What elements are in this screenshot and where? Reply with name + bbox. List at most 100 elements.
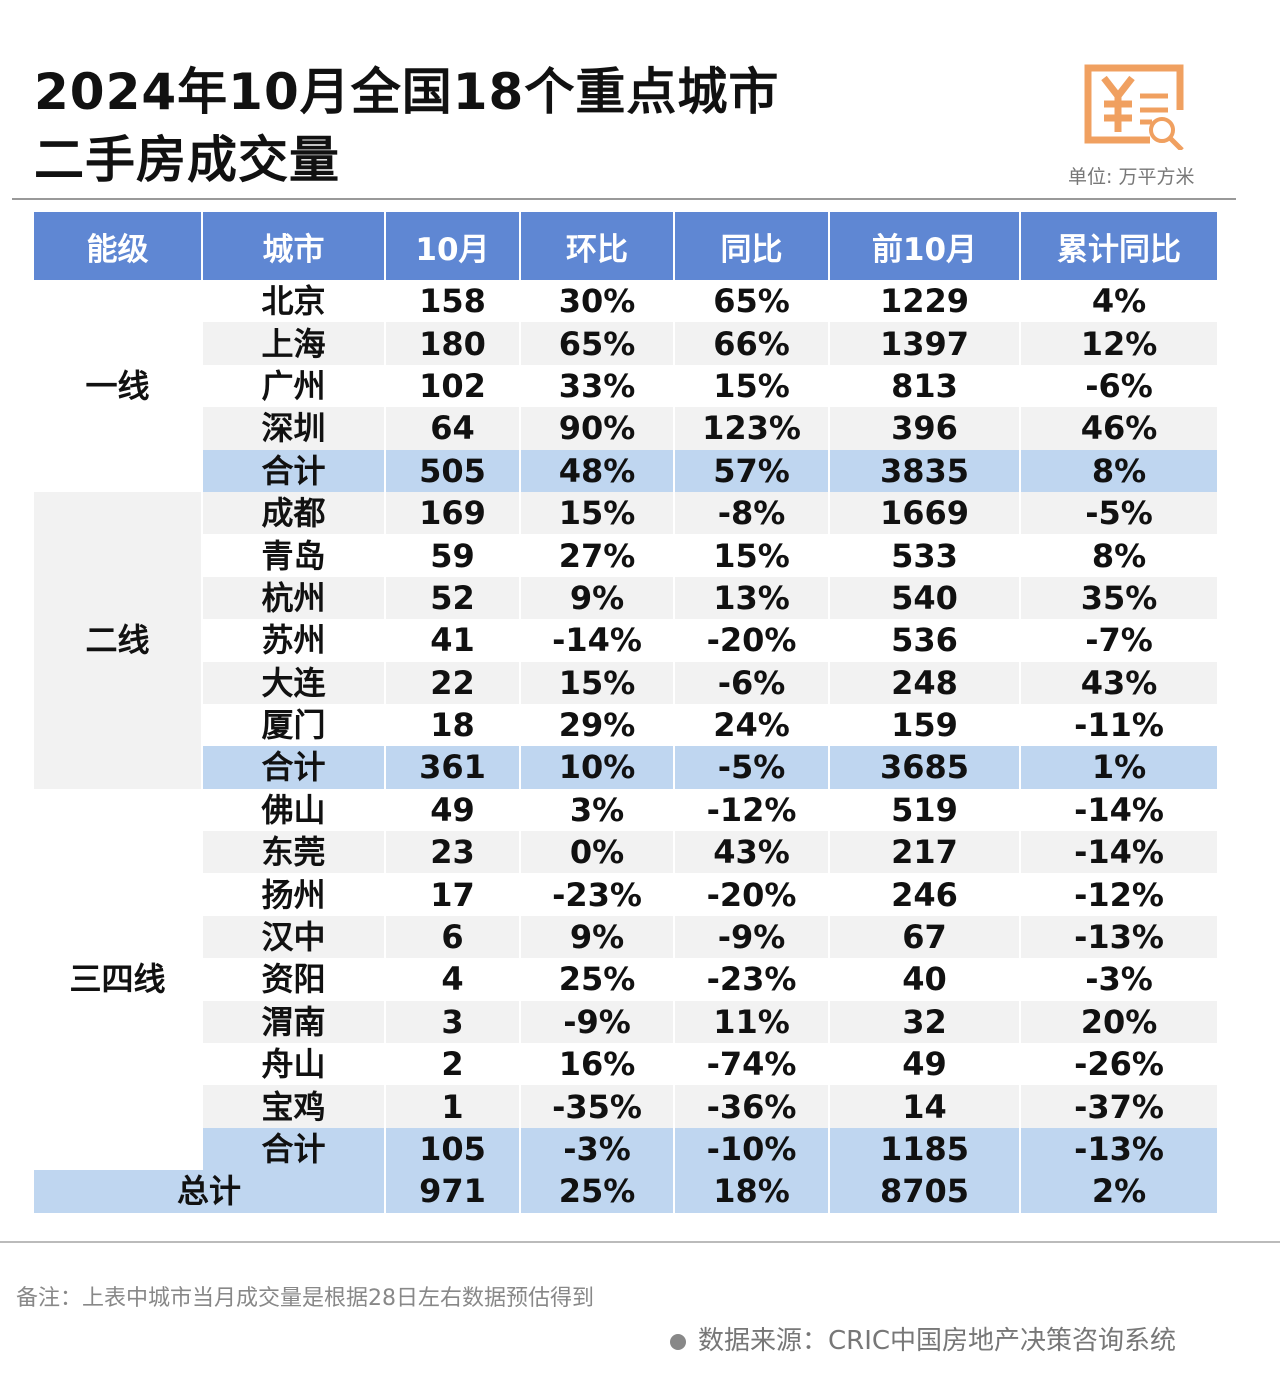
table-row: 深圳 64 90% 123% 396 46% (34, 407, 1219, 450)
table-cell: 东莞 (202, 831, 386, 874)
page-title: 2024年10月全国18个重点城市 二手房成交量 (34, 58, 779, 194)
table-cell: 1229 (829, 280, 1021, 323)
transaction-table: 能级 城市 10月 环比 同比 前10月 累计同比 一线 北京 158 30% 65% 1229 4% 上… (34, 212, 1219, 1213)
table-row: 三四线 佛山 49 3% -12% 519 -14% (34, 788, 1219, 1171)
bullet-icon (670, 1333, 686, 1350)
source-text: 数据来源：CRIC中国房地产决策咨询系统 (698, 1326, 1177, 1356)
table-cell: 0% (520, 831, 675, 874)
table-row: 上海 180 65% 66% 1397 12% (34, 322, 1219, 365)
table-cell: 102 (385, 364, 521, 408)
table-cell: -74% (674, 1043, 830, 1086)
table-cell: 25% (520, 958, 675, 1001)
table-cell: 24% (674, 703, 830, 747)
table-cell: 48% (520, 449, 675, 492)
table-cell: 65% (520, 322, 675, 365)
table-cell: 43% (674, 831, 830, 874)
table-cell: 248 (829, 661, 1021, 704)
table-cell: -11% (1020, 703, 1219, 747)
table-cell: 49 (385, 788, 521, 832)
table-cell: 合计 (202, 746, 386, 789)
table-cell: 15% (520, 661, 675, 704)
title-line-1: 2024年10月全国18个重点城市 (34, 63, 780, 121)
table-cell: 361 (385, 746, 521, 789)
table-cell: 12% (1020, 322, 1219, 365)
table-cell: 90% (520, 407, 675, 450)
table-cell: -35% (520, 1085, 675, 1128)
table-cell: 青岛 (202, 534, 386, 577)
table-cell: 1185 (829, 1127, 1021, 1171)
table-cell: -5% (1020, 491, 1219, 535)
table-cell: 宝鸡 (202, 1085, 386, 1128)
table-cell: 519 (829, 788, 1021, 832)
table-cell: -5% (674, 746, 830, 789)
table-row: 大连 22 15% -6% 248 43% (34, 661, 1219, 704)
table-cell: -13% (1020, 1127, 1219, 1171)
unit-label: 单位: 万平方米 (1068, 166, 1195, 188)
table-cell: 6 (385, 915, 521, 959)
table-cell: 16% (520, 1043, 675, 1086)
table-cell: 22 (385, 661, 521, 704)
subtotal-row: 合计 505 48% 57% 3835 8% (34, 449, 1219, 492)
table-cell: 8% (1020, 449, 1219, 492)
table-cell: 9% (520, 915, 675, 959)
table-cell: -23% (674, 958, 830, 1001)
table-cell: 123% (674, 407, 830, 450)
table-cell: 971 (385, 1170, 521, 1213)
table-cell: 总计 (34, 1170, 386, 1213)
table-cell: 18 (385, 703, 521, 747)
table-cell: 大连 (202, 661, 386, 704)
table-cell: 14 (829, 1085, 1021, 1128)
table-row: 资阳 4 25% -23% 40 -3% (34, 958, 1219, 1001)
subtotal-row: 合计 105 -3% -10% 1185 -13% (34, 1127, 1219, 1171)
table-cell: 3685 (829, 746, 1021, 789)
table-cell: 8% (1020, 534, 1219, 577)
table-cell: 65% (674, 280, 830, 323)
table-cell: 59 (385, 534, 521, 577)
table-cell: 540 (829, 576, 1021, 620)
table-cell: 2 (385, 1043, 521, 1086)
table-cell: 佛山 (202, 788, 386, 832)
table-cell: 9% (520, 576, 675, 620)
table-cell: 北京 (202, 280, 386, 323)
table-cell: 158 (385, 280, 521, 323)
table-cell: -12% (1020, 873, 1219, 916)
table-cell: -37% (1020, 1085, 1219, 1128)
table-cell: 杭州 (202, 576, 386, 620)
total-row: 总计 971 25% 18% 8705 2% (34, 1170, 1219, 1213)
table-cell: 1 (385, 1085, 521, 1128)
table-cell: 上海 (202, 322, 386, 365)
table-cell: -12% (674, 788, 830, 832)
table-cell: 17 (385, 873, 521, 916)
table-cell: 533 (829, 534, 1021, 577)
table-cell: 813 (829, 364, 1021, 408)
table-cell: 1% (1020, 746, 1219, 789)
column-header: 同比 (674, 212, 830, 280)
source: 数据来源：CRIC中国房地产决策咨询系统 (670, 1320, 1176, 1357)
tier-cell: 二线 (34, 491, 203, 789)
table-cell: 深圳 (202, 407, 386, 450)
table-cell: -26% (1020, 1043, 1219, 1086)
table-cell: 15% (674, 364, 830, 408)
table-cell: -8% (674, 491, 830, 535)
table-cell: 105 (385, 1127, 521, 1171)
table-row: 苏州 41 -14% -20% 536 -7% (34, 619, 1219, 662)
table-cell: -36% (674, 1085, 830, 1128)
table-cell: 64 (385, 407, 521, 450)
table-cell: 成都 (202, 491, 386, 535)
subtotal-row: 合计 361 10% -5% 3685 1% (34, 746, 1219, 789)
table-cell: 11% (674, 1000, 830, 1044)
table-cell: 汉中 (202, 915, 386, 959)
table-cell: -20% (674, 873, 830, 916)
table-row: 宝鸡 1 -35% -36% 14 -37% (34, 1085, 1219, 1128)
table-cell: 536 (829, 619, 1021, 662)
table-cell: 396 (829, 407, 1021, 450)
table-cell: 66% (674, 322, 830, 365)
table-cell: -14% (1020, 788, 1219, 832)
table-cell: 33% (520, 364, 675, 408)
table-row: 东莞 23 0% 43% 217 -14% (34, 831, 1219, 874)
table-cell: 资阳 (202, 958, 386, 1001)
table-cell: -3% (520, 1127, 675, 1171)
table-cell: 10% (520, 746, 675, 789)
table-cell: 合计 (202, 1127, 386, 1171)
table-cell: -13% (1020, 915, 1219, 959)
